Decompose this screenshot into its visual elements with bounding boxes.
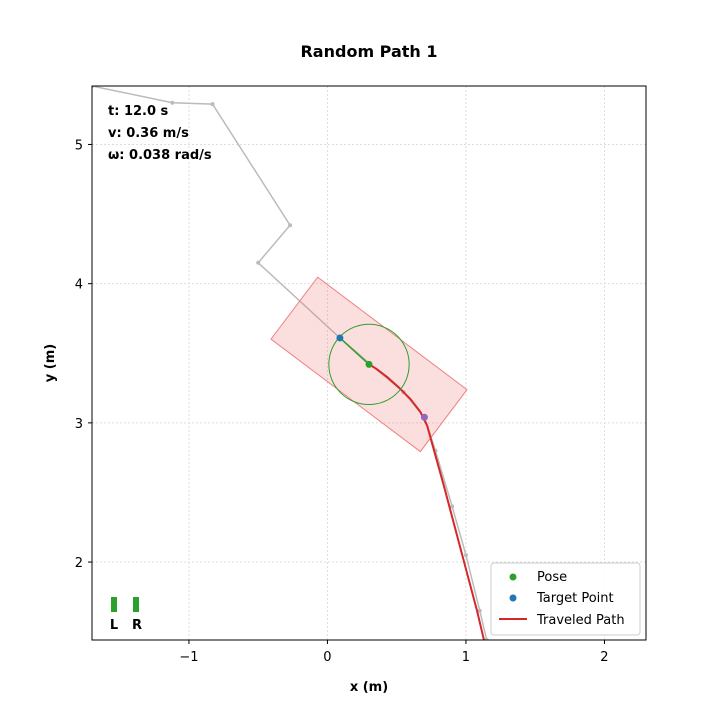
plot-layer (92, 86, 489, 640)
legend-pose-label: Pose (537, 570, 567, 585)
plot-data (92, 86, 489, 640)
heading-line (339, 337, 370, 365)
reference-waypoint (477, 608, 482, 613)
legend-target-label: Target Point (536, 591, 614, 606)
reference-waypoint (288, 223, 293, 228)
left-wheel-bar (111, 597, 117, 612)
reference-waypoint (170, 100, 175, 105)
next-waypoint-marker (420, 413, 428, 421)
reference-waypoint (210, 102, 215, 107)
grid-layer (92, 86, 646, 640)
time-readout: t: 12.0 s (108, 104, 169, 119)
y-tick-label: 3 (75, 417, 83, 432)
right-wheel-bar (133, 597, 139, 612)
velocity-readout: v: 0.36 m/s (108, 126, 189, 141)
x-tick-label: 2 (600, 650, 608, 665)
y-axis-label: y (m) (43, 344, 58, 382)
target-point-marker (336, 334, 344, 342)
legend-box (490, 562, 641, 636)
x-tick-label: 0 (323, 650, 331, 665)
legend: Pose Target Point Traveled Path (490, 562, 641, 636)
pose-marker (365, 360, 373, 368)
x-axis-label: x (m) (350, 680, 388, 695)
omega-readout: ω: 0.038 rad/s (108, 148, 212, 163)
reference-waypoint (463, 553, 468, 558)
tick-layer: −1 0 1 2 2 3 4 5 (75, 138, 609, 665)
y-tick-label: 2 (75, 556, 83, 571)
legend-path-label: Traveled Path (536, 613, 625, 628)
lookahead-circle (328, 323, 410, 406)
x-tick-label: 1 (462, 650, 470, 665)
legend-target-marker (509, 594, 517, 602)
reference-waypoint (256, 260, 261, 265)
wheel-indicator: L R (110, 597, 142, 633)
y-tick-label: 5 (75, 138, 83, 153)
x-tick-label: −1 (179, 650, 198, 665)
reference-waypoint (450, 504, 455, 509)
traveled-path-line (368, 363, 485, 640)
y-tick-label: 4 (75, 278, 83, 293)
plot-frame (91, 85, 647, 641)
chart-title: Random Path 1 (300, 42, 437, 61)
left-wheel-label: L (110, 618, 118, 633)
legend-pose-marker (509, 573, 517, 581)
right-wheel-label: R (132, 618, 142, 633)
